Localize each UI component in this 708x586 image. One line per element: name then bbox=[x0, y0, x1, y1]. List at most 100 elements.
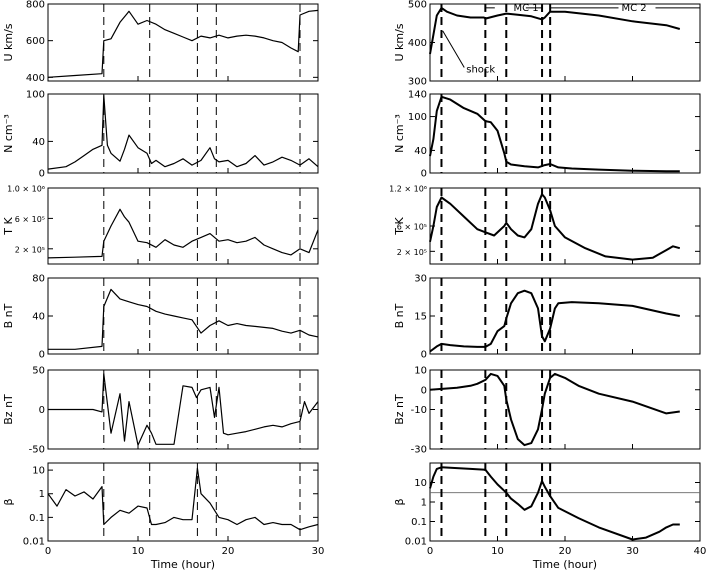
y-axis-label: T K bbox=[2, 217, 15, 236]
y-tick-label: 300 bbox=[408, 77, 427, 88]
y-axis-label: B nT bbox=[393, 303, 406, 328]
series-line bbox=[48, 288, 319, 350]
panel-right-1: 0 40 100 140 N cm⁻³ bbox=[393, 90, 701, 180]
series-line bbox=[48, 373, 319, 446]
annotation-label: MC 2 bbox=[622, 3, 647, 14]
y-tick-label: 600 bbox=[26, 36, 45, 47]
annotation-arrow bbox=[442, 30, 465, 68]
x-tick-label: 0 bbox=[45, 546, 51, 557]
y-tick-label: 0.1 bbox=[29, 513, 45, 524]
x-axis-label: Time (hour) bbox=[532, 558, 597, 571]
panel-frame bbox=[429, 187, 701, 265]
panel-right-5: 0.01 0.1 1 10 β bbox=[393, 462, 701, 548]
y-tick-label: 0 bbox=[39, 350, 45, 361]
y-tick-label: 0 bbox=[39, 405, 45, 416]
panel-left-3: 0 40 80 B nT bbox=[2, 274, 319, 361]
series-line bbox=[429, 466, 680, 541]
series-line bbox=[429, 372, 680, 447]
y-axis-label: T K bbox=[393, 217, 406, 236]
y-tick-label: 10 bbox=[32, 466, 45, 477]
y-tick-label: 800 bbox=[26, 0, 45, 11]
y-tick-label: 500 bbox=[408, 0, 427, 11]
panel-frame bbox=[47, 277, 319, 355]
y-tick-label: 6 × 10⁵ bbox=[397, 223, 427, 232]
y-tick-label: 400 bbox=[408, 38, 427, 49]
y-tick-label: 0.01 bbox=[23, 537, 45, 548]
x-tick-label: 30 bbox=[312, 546, 325, 557]
y-axis-label: N cm⁻³ bbox=[2, 114, 15, 153]
panel-right-2: 2 × 10⁵ 6 × 10⁵ 1.2 × 10⁶ T K bbox=[389, 185, 701, 265]
panel-frame bbox=[429, 277, 701, 355]
y-tick-label: -10 bbox=[411, 405, 427, 416]
series-line bbox=[429, 95, 680, 173]
y-tick-label: 1 bbox=[39, 489, 45, 500]
y-tick-label: 80 bbox=[32, 274, 45, 285]
y-tick-label: 0.1 bbox=[411, 517, 427, 528]
y-tick-label: 0 bbox=[421, 350, 427, 361]
y-tick-label: 10 bbox=[414, 478, 427, 489]
y-tick-label: 0 bbox=[421, 385, 427, 396]
y-axis-label: B nT bbox=[2, 303, 15, 328]
series-line bbox=[429, 289, 680, 353]
y-axis-label: Bz nT bbox=[2, 394, 15, 425]
y-axis-label: β bbox=[393, 498, 406, 505]
y-tick-label: 1 bbox=[421, 498, 427, 509]
panel-frame bbox=[47, 93, 319, 174]
panel-left-5: 0.01 0.1 1 10 β bbox=[2, 462, 319, 548]
panel-left-2: 2 × 10⁵ 6 × 10⁵ 1.0 × 10⁶ T K bbox=[2, 185, 319, 265]
panel-left-1: 0 40 100 N cm⁻³ bbox=[2, 90, 319, 180]
y-tick-label: 30 bbox=[414, 274, 427, 285]
panel-right-4: -30 -10 0 10 Bz nT bbox=[393, 366, 701, 456]
series-line bbox=[47, 95, 319, 170]
series-line bbox=[429, 6, 681, 55]
y-tick-label: 1.2 × 10⁶ bbox=[389, 185, 427, 194]
y-tick-label: 2 × 10⁵ bbox=[397, 248, 427, 257]
series-line bbox=[429, 193, 681, 261]
y-tick-label: 0 bbox=[39, 169, 45, 180]
x-tick-label: 30 bbox=[626, 546, 639, 557]
panel-frame bbox=[429, 369, 701, 450]
panel-right-0: 300 400 500 U km/s bbox=[393, 0, 701, 88]
panel-right-3: 0 15 30 B nT bbox=[393, 274, 701, 361]
y-tick-label: 40 bbox=[32, 137, 45, 148]
panel-frame bbox=[47, 3, 319, 82]
x-tick-label: 20 bbox=[559, 546, 572, 557]
panel-frame bbox=[47, 462, 319, 542]
y-tick-label: 15 bbox=[414, 312, 427, 323]
y-tick-label: 6 × 10⁵ bbox=[15, 215, 45, 224]
y-axis-label: U km/s bbox=[393, 23, 406, 61]
x-tick-label: 20 bbox=[222, 546, 235, 557]
y-tick-label: -50 bbox=[29, 445, 45, 456]
panel-frame bbox=[429, 462, 701, 542]
y-tick-label: 100 bbox=[26, 90, 45, 101]
y-tick-label: 40 bbox=[32, 312, 45, 323]
panel-frame bbox=[47, 187, 319, 265]
y-tick-label: 10 bbox=[414, 366, 427, 377]
x-tick-label: 10 bbox=[132, 546, 145, 557]
y-tick-label: 2 × 10⁵ bbox=[15, 245, 45, 254]
y-tick-label: 100 bbox=[408, 112, 427, 123]
y-tick-label: -30 bbox=[411, 445, 427, 456]
y-tick-label: 140 bbox=[408, 90, 427, 101]
y-tick-label: 400 bbox=[26, 73, 45, 84]
annotation-label: shock bbox=[466, 64, 495, 75]
x-tick-label: 10 bbox=[491, 546, 504, 557]
panel-left-4: -50 0 50 Bz nT bbox=[2, 366, 319, 456]
y-tick-label: 0.01 bbox=[405, 537, 427, 548]
series-line bbox=[47, 9, 319, 78]
y-axis-label: Bz nT bbox=[393, 394, 406, 425]
y-tick-label: 40 bbox=[414, 146, 427, 157]
y-tick-label: 50 bbox=[32, 366, 45, 377]
y-tick-label: 1.0 × 10⁶ bbox=[7, 185, 45, 194]
y-axis-label: β bbox=[2, 498, 15, 505]
x-tick-label: 40 bbox=[694, 546, 707, 557]
x-tick-label: 0 bbox=[427, 546, 433, 557]
x-axis-label: Time (hour) bbox=[150, 558, 215, 571]
y-tick-label: 0 bbox=[421, 169, 427, 180]
series-line bbox=[47, 467, 319, 531]
panel-frame bbox=[429, 93, 701, 174]
panel-left-0: 400 600 800 U km/s bbox=[2, 0, 319, 84]
